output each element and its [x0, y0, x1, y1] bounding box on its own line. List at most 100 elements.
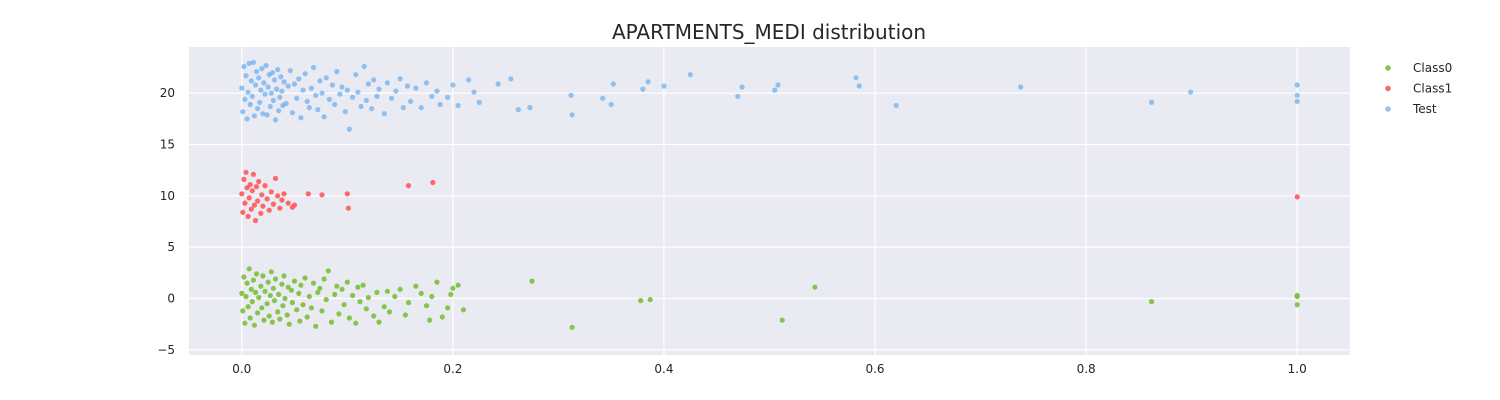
- series-test: [239, 59, 1300, 132]
- y-tick-label: 15: [160, 138, 175, 152]
- data-point: [310, 64, 317, 71]
- data-point: [283, 100, 289, 107]
- data-point: [363, 306, 369, 312]
- data-point: [305, 191, 311, 197]
- data-point: [279, 197, 285, 203]
- data-point: [298, 282, 304, 288]
- data-point: [319, 192, 325, 198]
- y-tick-label: 0: [167, 292, 175, 306]
- data-point: [248, 286, 254, 292]
- data-point: [640, 86, 646, 92]
- data-point: [381, 111, 387, 117]
- data-point: [515, 107, 521, 113]
- data-point: [445, 94, 451, 100]
- data-point: [413, 85, 419, 91]
- data-point: [271, 298, 278, 304]
- data-point: [308, 305, 314, 311]
- data-point: [893, 102, 899, 109]
- data-point: [1188, 89, 1194, 95]
- data-point: [405, 300, 412, 306]
- data-point: [251, 113, 257, 119]
- data-point: [772, 87, 778, 93]
- data-point: [1294, 82, 1300, 88]
- data-point: [341, 302, 347, 308]
- data-point: [289, 300, 295, 306]
- data-point: [323, 75, 329, 81]
- data-point: [258, 87, 264, 93]
- data-point: [255, 310, 261, 316]
- data-point: [239, 85, 245, 91]
- data-point: [471, 89, 477, 95]
- data-point: [319, 90, 325, 96]
- data-point: [853, 75, 859, 81]
- data-point: [779, 317, 785, 323]
- data-point: [304, 314, 310, 320]
- data-point: [374, 93, 380, 99]
- data-point: [413, 283, 419, 289]
- data-point: [264, 112, 270, 118]
- legend-marker: [1385, 106, 1391, 112]
- grid: [189, 47, 1350, 355]
- data-point: [393, 88, 399, 94]
- data-point: [284, 312, 290, 318]
- data-point: [1149, 99, 1155, 105]
- data-point: [321, 114, 327, 120]
- data-point: [455, 282, 461, 288]
- data-point: [248, 206, 254, 212]
- data-point: [296, 76, 302, 82]
- data-point: [353, 320, 359, 326]
- x-axis: 0.0 0.2 0.4 0.6 0.8 1.0: [232, 362, 1307, 376]
- data-point: [392, 293, 398, 300]
- data-point: [600, 95, 606, 101]
- data-point: [239, 191, 245, 197]
- data-point: [360, 282, 366, 288]
- data-point: [317, 78, 323, 84]
- data-point: [275, 193, 281, 199]
- data-point: [329, 82, 336, 88]
- data-point: [687, 72, 693, 78]
- series-class0: [239, 266, 1300, 330]
- data-point: [610, 81, 616, 87]
- data-point: [246, 266, 252, 272]
- data-point: [240, 109, 246, 115]
- y-tick-label: 5: [167, 240, 175, 254]
- data-point: [279, 281, 285, 287]
- data-point: [342, 109, 348, 115]
- data-point: [323, 297, 329, 303]
- data-point: [376, 86, 382, 92]
- data-point: [638, 298, 644, 304]
- data-point: [365, 81, 371, 87]
- data-point: [339, 286, 345, 292]
- data-point: [253, 271, 260, 277]
- data-point: [294, 307, 300, 313]
- data-point: [265, 279, 271, 285]
- data-point: [291, 202, 298, 208]
- data-point: [281, 79, 287, 85]
- data-point: [350, 292, 356, 299]
- data-point: [350, 94, 356, 100]
- data-point: [386, 309, 393, 315]
- data-point: [775, 82, 781, 88]
- data-point: [244, 280, 250, 286]
- data-point: [298, 115, 304, 121]
- data-point: [384, 288, 390, 294]
- data-point: [294, 95, 300, 101]
- data-point: [358, 103, 364, 110]
- data-point: [355, 284, 361, 290]
- data-point: [569, 324, 575, 330]
- data-point: [363, 97, 369, 103]
- data-point: [243, 293, 249, 300]
- data-point: [285, 200, 291, 206]
- data-point: [276, 108, 282, 114]
- data-point: [253, 69, 260, 75]
- data-point: [269, 319, 275, 325]
- data-point: [336, 311, 342, 317]
- data-point: [529, 278, 535, 284]
- data-point: [434, 279, 440, 285]
- y-tick-label: 10: [160, 189, 175, 203]
- data-point: [251, 202, 257, 208]
- data-point: [243, 73, 249, 79]
- data-point: [405, 183, 412, 189]
- data-point: [357, 299, 363, 305]
